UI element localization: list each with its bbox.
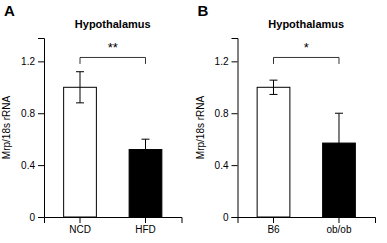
plot: 0 0.4 0.8 1.2 B6 ob/ob * Hypothalamus Mrp/18s rR… (195, 18, 376, 235)
y-axis-title: Mrp/18s rRNA (1, 96, 12, 160)
y-tick-label: 1.2 (215, 56, 229, 67)
y-tick: 0.8 (215, 108, 238, 119)
x-tick: NCD (69, 217, 91, 235)
x-axis-line (238, 218, 376, 224)
x-tick-mark (145, 217, 146, 223)
title: Hypothalamus (75, 18, 151, 30)
x-tick-mark (338, 217, 339, 223)
error-bar (141, 139, 149, 160)
x-axis-line (45, 218, 183, 224)
y-tick-label: 0 (223, 212, 229, 223)
error-bar (270, 80, 278, 94)
y-tick-mark (38, 113, 44, 114)
bar (257, 87, 290, 217)
y-tick: 0.8 (21, 108, 44, 119)
x-tick-label: B6 (267, 224, 280, 235)
significance-label: * (304, 40, 309, 55)
panel-label: A (4, 2, 15, 19)
y-axis: 0 0.4 0.8 1.2 (215, 39, 238, 223)
x-tick: HFD (135, 217, 156, 235)
x-tick: ob/ob (326, 217, 351, 235)
y-tick: 1.2 (215, 56, 238, 67)
marks (257, 57, 355, 217)
significance-bracket (80, 57, 145, 63)
y-axis-line (232, 39, 239, 218)
y-tick-label: 0.4 (21, 160, 35, 171)
significance-bracket (274, 57, 339, 63)
y-axis: 0 0.4 0.8 1.2 (21, 39, 44, 223)
y-tick-mark (232, 61, 238, 62)
y-tick: 0.4 (215, 160, 238, 171)
x-axis: B6 ob/ob (238, 217, 376, 235)
plot: 0 0.4 0.8 1.2 NCD HFD ** Hypothalamus Mrp/18s rR… (1, 18, 182, 235)
x-tick: B6 (267, 217, 280, 235)
error-bar (335, 113, 343, 173)
y-tick-label: 0.8 (21, 108, 35, 119)
y-tick-mark (232, 113, 238, 114)
y-tick-label: 0.8 (215, 108, 229, 119)
y-tick: 1.2 (21, 56, 44, 67)
y-tick: 0 (29, 212, 44, 223)
bar (64, 87, 97, 217)
error-bar (76, 72, 84, 103)
title: Hypothalamus (268, 18, 344, 30)
y-tick-mark (232, 217, 238, 218)
y-axis-title: Mrp/18s rRNA (195, 96, 206, 160)
marks (64, 57, 162, 217)
x-tick-mark (273, 217, 274, 223)
figure: 0 0.4 0.8 1.2 NCD HFD ** Hypothalamus Mrp/18s rR… (0, 0, 387, 243)
panel: 0 0.4 0.8 1.2 B6 ob/ob * Hypothalamus Mrp/18s rR… (195, 2, 376, 235)
y-tick-mark (38, 61, 44, 62)
y-tick-label: 0.4 (215, 160, 229, 171)
x-tick-label: NCD (69, 224, 91, 235)
x-tick-label: HFD (135, 224, 156, 235)
panel: 0 0.4 0.8 1.2 NCD HFD ** Hypothalamus Mrp/18s rR… (1, 2, 182, 235)
significance-label: ** (108, 40, 118, 55)
y-tick: 0 (223, 212, 238, 223)
x-tick-label: ob/ob (326, 224, 351, 235)
y-tick-mark (38, 165, 44, 166)
y-tick-label: 0 (29, 212, 35, 223)
x-tick-mark (80, 217, 81, 223)
y-axis-line (38, 39, 45, 218)
y-tick: 0.4 (21, 160, 44, 171)
y-tick-mark (38, 217, 44, 218)
panel-label: B (198, 2, 209, 19)
y-tick-mark (232, 165, 238, 166)
y-tick-label: 1.2 (21, 56, 35, 67)
x-axis: NCD HFD (45, 217, 183, 235)
